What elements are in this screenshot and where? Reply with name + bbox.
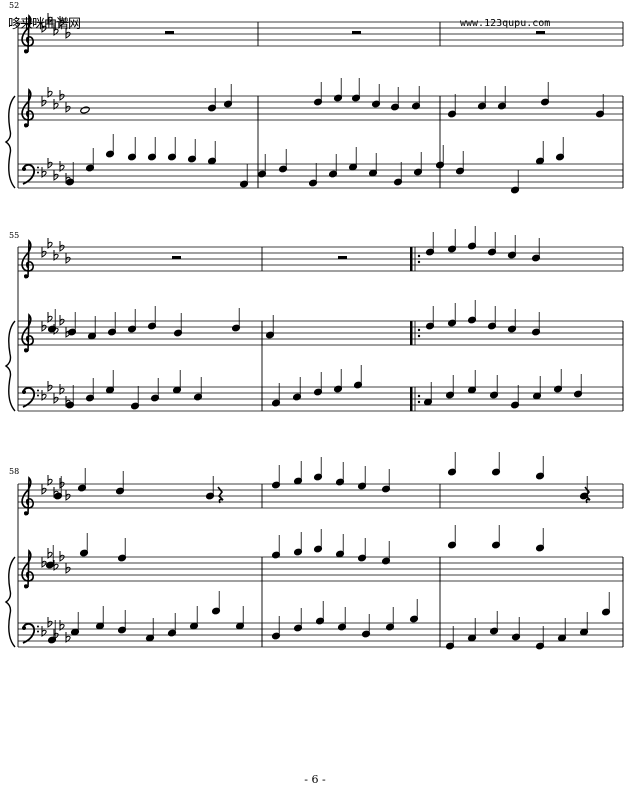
flat-sign: [59, 161, 65, 172]
flat-sign: [47, 548, 53, 559]
flat-sign: [41, 626, 47, 637]
flat-sign: [59, 478, 65, 489]
bass-clef-dot: [22, 390, 26, 394]
bass-clef-dot: [37, 166, 39, 169]
flat-sign: [65, 490, 71, 501]
repeat-barline: [410, 387, 413, 411]
flat-sign: [47, 13, 53, 24]
repeat-dot: [417, 334, 421, 338]
repeat-dot: [417, 400, 421, 404]
measure-number: 52: [9, 1, 20, 10]
bass-clef-dot: [22, 626, 26, 630]
treble-clef-dot: [24, 49, 28, 53]
flat-sign: [53, 250, 59, 261]
flat-sign: [47, 238, 53, 249]
quarter-rest: [217, 486, 224, 504]
flat-sign: [53, 99, 59, 110]
whole-note: [80, 106, 90, 114]
flat-sign: [41, 484, 47, 495]
bass-clef-dot: [22, 167, 26, 171]
measure-number: 55: [9, 231, 20, 240]
treble-clef-dot: [24, 274, 28, 278]
flat-sign: [65, 253, 71, 264]
measure-number: 58: [9, 467, 20, 476]
flat-sign: [41, 247, 47, 258]
repeat-dot: [417, 254, 421, 258]
flat-sign: [65, 28, 71, 39]
site-url: www.123qupu.com: [460, 18, 551, 29]
flat-sign: [41, 22, 47, 33]
flat-sign: [47, 312, 53, 323]
site-watermark: 哆来咪曲谱网: [8, 17, 81, 32]
whole-rest: [172, 256, 181, 259]
bass-clef: [22, 622, 36, 644]
piano-brace: [4, 556, 16, 648]
flat-sign: [59, 315, 65, 326]
flat-sign: [47, 617, 53, 628]
flat-sign: [41, 321, 47, 332]
flat-sign: [47, 475, 53, 486]
flat-sign: [41, 167, 47, 178]
bass-clef: [22, 163, 36, 185]
flat-sign: [59, 551, 65, 562]
flat-sign: [59, 384, 65, 395]
flat-sign: [59, 90, 65, 101]
bass-clef-dot: [37, 630, 39, 633]
repeat-dot: [417, 260, 421, 264]
whole-rest: [536, 31, 545, 34]
flat-sign: [59, 241, 65, 252]
bass-clef-dot: [37, 389, 39, 392]
flat-sign: [65, 563, 71, 574]
flat-sign: [53, 560, 59, 571]
flat-sign: [41, 390, 47, 401]
bass-clef: [22, 386, 36, 408]
piano-brace: [4, 320, 16, 412]
flat-sign: [41, 557, 47, 568]
flat-sign: [47, 87, 53, 98]
treble-clef-dot: [24, 348, 28, 352]
flat-sign: [47, 381, 53, 392]
repeat-dot: [417, 328, 421, 332]
repeat-barline: [410, 247, 413, 271]
flat-sign: [53, 170, 59, 181]
repeat-barline: [410, 321, 413, 345]
bass-clef-dot: [37, 171, 39, 174]
treble-clef-dot: [24, 511, 28, 515]
flat-sign: [53, 25, 59, 36]
whole-rest: [352, 31, 361, 34]
repeat-dot: [417, 394, 421, 398]
flat-sign: [53, 393, 59, 404]
page-number: - 6 -: [304, 773, 326, 786]
flat-sign: [65, 632, 71, 643]
flat-sign: [41, 96, 47, 107]
treble-clef-dot: [24, 123, 28, 127]
quarter-rest: [584, 486, 591, 504]
flat-sign: [59, 16, 65, 27]
flat-sign: [47, 158, 53, 169]
whole-rest: [338, 256, 347, 259]
bass-clef-dot: [37, 625, 39, 628]
piano-brace: [4, 95, 16, 189]
flat-sign: [59, 620, 65, 631]
treble-clef-dot: [24, 584, 28, 588]
bass-clef-dot: [37, 394, 39, 397]
flat-sign: [65, 102, 71, 113]
whole-rest: [165, 31, 174, 34]
